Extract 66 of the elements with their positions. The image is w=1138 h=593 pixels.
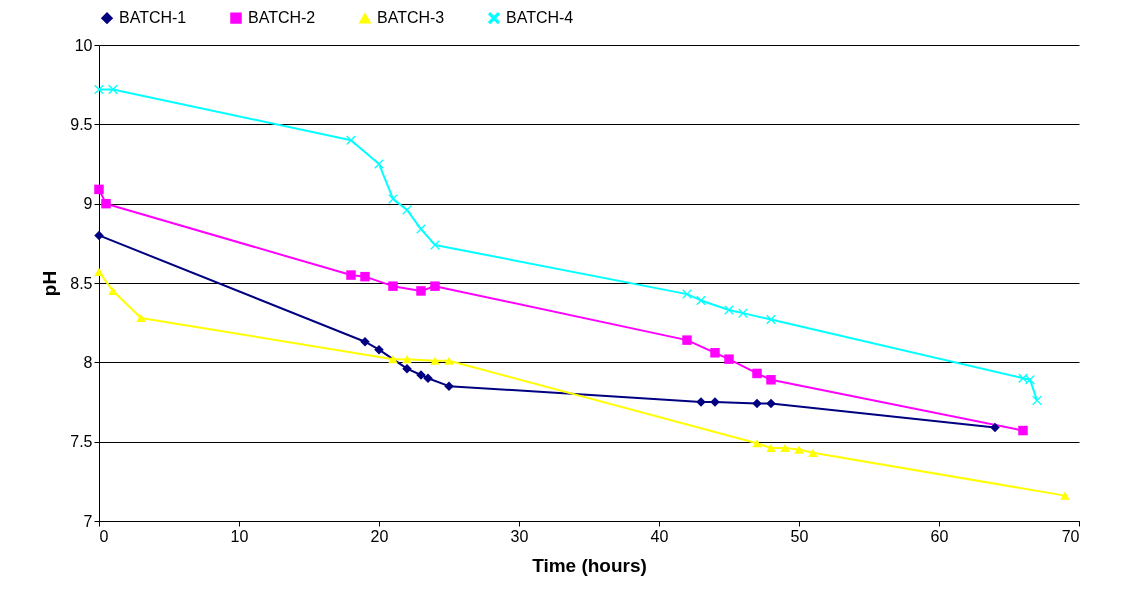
point	[1018, 425, 1028, 436]
point	[752, 398, 762, 409]
legend-label: BATCH-3	[377, 9, 445, 27]
point	[1032, 395, 1042, 406]
point	[766, 314, 776, 325]
point	[766, 398, 776, 409]
y-tick-label: 9.5	[70, 115, 93, 133]
point	[766, 375, 776, 385]
point	[1060, 491, 1070, 500]
x-tick-label: 70	[1061, 527, 1080, 545]
point	[724, 354, 734, 364]
point	[682, 289, 692, 299]
point	[738, 308, 748, 318]
point	[94, 230, 104, 241]
point	[430, 240, 440, 250]
point	[1025, 375, 1035, 385]
y-tick-label: 8	[83, 353, 93, 371]
point	[388, 355, 398, 364]
y-tick-label: 8.5	[70, 274, 93, 292]
point	[388, 281, 398, 291]
x-tick-label: 30	[510, 527, 529, 545]
point	[374, 344, 384, 355]
point	[346, 135, 356, 145]
legend-label: BATCH-4	[506, 9, 574, 27]
point	[101, 198, 111, 209]
x-tick-label: 10	[230, 527, 249, 545]
point	[752, 439, 762, 448]
point	[430, 356, 440, 365]
point	[780, 443, 790, 453]
x-tick-label: 40	[650, 527, 669, 545]
point	[1018, 373, 1028, 383]
point	[108, 84, 118, 95]
point	[416, 286, 426, 296]
point	[682, 335, 692, 345]
point	[360, 336, 370, 347]
point	[136, 313, 146, 323]
legend-label: BATCH-1	[119, 9, 187, 27]
y-axis-title: pH	[39, 270, 61, 297]
point	[94, 84, 104, 95]
point	[752, 368, 762, 379]
point	[696, 295, 706, 306]
y-tick-label: 7	[83, 512, 93, 530]
point	[346, 270, 356, 280]
y-tick-label: 10	[74, 36, 93, 54]
point	[360, 271, 370, 282]
point	[766, 443, 776, 453]
legend-label: BATCH-2	[248, 9, 316, 27]
point	[710, 348, 720, 358]
point	[402, 363, 412, 374]
x-tick-label: 50	[790, 527, 809, 545]
point	[388, 194, 398, 204]
y-tick-label: 9	[83, 195, 93, 213]
x-tick-label: 0	[99, 527, 109, 545]
point	[808, 448, 818, 457]
point	[444, 356, 454, 365]
point	[990, 422, 1000, 433]
point	[94, 184, 104, 195]
x-tick-label: 20	[370, 527, 389, 545]
y-tick-label: 7.5	[70, 433, 93, 451]
point	[794, 445, 804, 454]
point	[108, 286, 118, 296]
point	[402, 355, 412, 364]
point	[430, 281, 440, 291]
x-axis-title: Time (hours)	[532, 554, 647, 576]
x-tick-label: 60	[930, 527, 949, 545]
point	[94, 267, 104, 276]
